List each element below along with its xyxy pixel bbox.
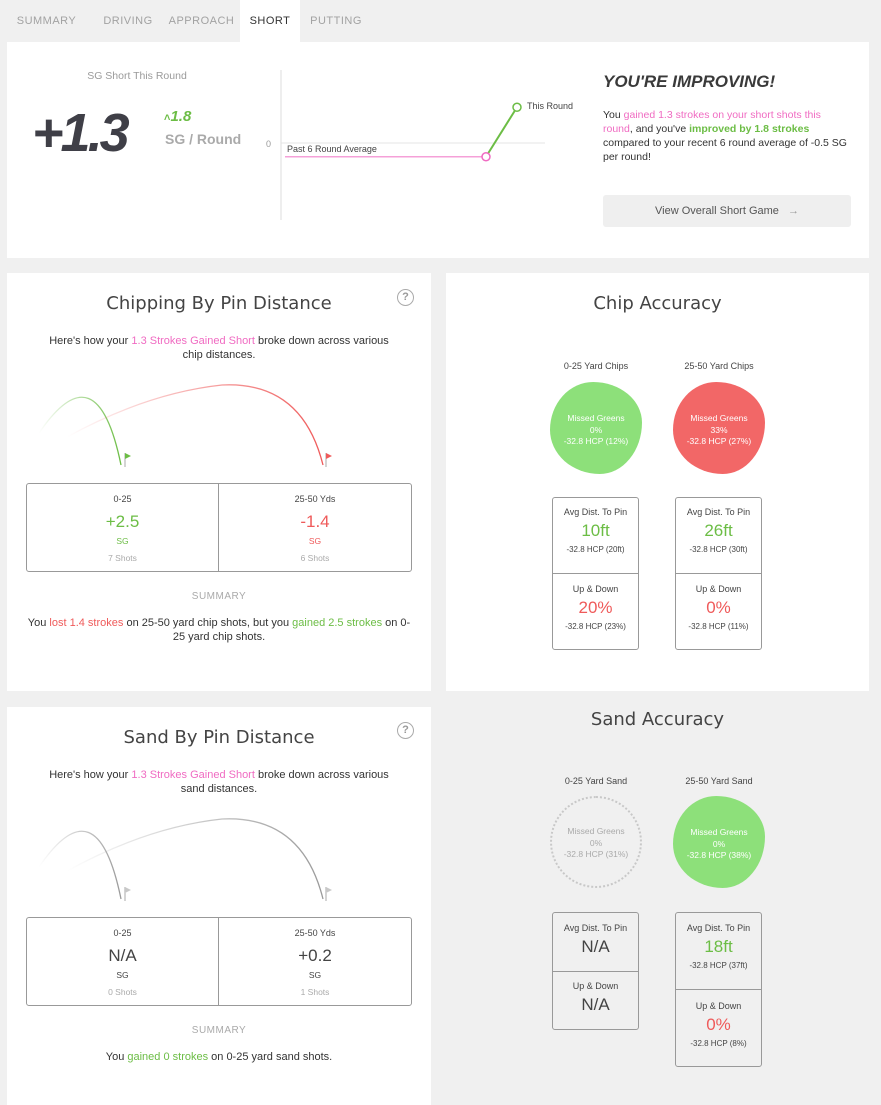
sand-avg-dist-25-50: Avg Dist. To Pin 18ft -32.8 HCP (37ft)	[686, 923, 751, 970]
tab-summary[interactable]: SUMMARY	[16, 15, 77, 27]
sand-help-icon[interactable]: ?	[397, 722, 414, 739]
trend-chart	[280, 70, 545, 220]
sand-sg-table: 0-25 N/A SG 0 Shots 25-50 Yds +0.2 SG 1 …	[26, 917, 412, 1006]
chipping-help-icon[interactable]: ?	[397, 289, 414, 306]
sand-up-down-25-50: Up & Down 0% -32.8 HCP (8%)	[690, 1001, 747, 1048]
sand-stats-divider-25-50	[676, 989, 761, 990]
flag-long-icon	[326, 453, 332, 459]
chip-arc-long	[66, 384, 324, 466]
view-overall-short-game-button[interactable]: View Overall Short Game →	[603, 195, 851, 227]
trend-average-point	[481, 152, 491, 162]
chipping-sg-table: 0-25 +2.5 SG 7 Shots 25-50 Yds -1.4 SG 6…	[26, 483, 412, 572]
sg-delta-value: 1.8	[170, 108, 192, 125]
sg-delta: ˄1.8	[164, 108, 191, 125]
sand-description: Here's how your 1.3 Strokes Gained Short…	[49, 769, 389, 795]
sand-avg-dist-0-25: Avg Dist. To Pin N/A	[563, 923, 628, 956]
sand-up-down-0-25: Up & Down N/A	[572, 981, 619, 1014]
sand-stats-0-25: Avg Dist. To Pin N/A Up & Down N/A	[552, 912, 639, 1030]
tab-putting[interactable]: PUTTING	[310, 15, 362, 27]
improving-headline: YOU'RE IMPROVING!	[603, 72, 776, 91]
delta-arrow-icon: ˄	[164, 112, 171, 124]
chip-avg-dist-0-25: Avg Dist. To Pin 10ft -32.8 HCP (20ft)	[563, 507, 628, 554]
chip-group-label-0-25: 0-25 Yard Chips	[563, 361, 629, 371]
sg-short-value: +1.3	[32, 103, 130, 163]
chipping-description: Here's how your 1.3 Strokes Gained Short…	[49, 335, 389, 361]
chip-accuracy-card: Chip Accuracy 0-25 Yard Chips 25-50 Yard…	[446, 273, 869, 691]
chipping-summary-heading: SUMMARY	[191, 591, 247, 602]
sand-group-label-0-25: 0-25 Yard Sand	[564, 776, 628, 786]
chipping-title: Chipping By Pin Distance	[106, 293, 332, 314]
trend-average-label: Past 6 Round Average	[287, 144, 377, 154]
sg-short-label: SG Short This Round	[87, 70, 187, 82]
trend-improve-segment	[485, 106, 518, 158]
sand-arc-long	[66, 818, 324, 900]
chip-stats-divider-0-25	[553, 573, 638, 574]
sand-col-0-25: 0-25 N/A SG 0 Shots	[27, 918, 219, 1005]
sand-col-25-50: 25-50 Yds +0.2 SG 1 Shots	[294, 928, 336, 997]
chip-accuracy-title: Chip Accuracy	[593, 293, 722, 314]
arrow-right-icon: →	[787, 205, 799, 217]
chip-avg-dist-25-50: Avg Dist. To Pin 26ft -32.8 HCP (30ft)	[686, 507, 751, 554]
trend-this-round-point	[512, 102, 522, 112]
hero-card: SG Short This Round +1.3 ˄1.8 SG / Round…	[7, 42, 869, 258]
tab-short[interactable]: SHORT	[240, 0, 300, 42]
chip-stats-0-25: Avg Dist. To Pin 10ft -32.8 HCP (20ft) U…	[552, 497, 639, 650]
chip-arc-short	[38, 396, 122, 466]
sand-arc-illustration	[38, 818, 332, 901]
flag-short-icon	[125, 453, 131, 459]
sand-flag-short-icon	[125, 887, 131, 893]
improving-message: You gained 1.3 strokes on your short sho…	[603, 109, 847, 163]
sand-accuracy-section: Sand Accuracy 0-25 Yard Sand 25-50 Yard …	[446, 707, 869, 1105]
chip-missed-greens-0-25: Missed Greens 0% -32.8 HCP (12%)	[550, 382, 642, 474]
sand-stats-divider-0-25	[553, 971, 638, 972]
chipping-col-0-25: 0-25 +2.5 SG 7 Shots	[27, 484, 219, 571]
tab-approach[interactable]: APPROACH	[168, 15, 235, 27]
sand-summary-heading: SUMMARY	[191, 1025, 247, 1036]
tab-driving[interactable]: DRIVING	[103, 15, 153, 27]
sand-group-label-25-50: 25-50 Yard Sand	[685, 776, 753, 786]
sand-accuracy-title: Sand Accuracy	[590, 709, 725, 730]
chip-stats-25-50: Avg Dist. To Pin 26ft -32.8 HCP (30ft) U…	[675, 497, 762, 650]
sand-arc-short	[38, 830, 122, 900]
sand-missed-greens-0-25: Missed Greens 0% -32.8 HCP (31%)	[550, 796, 642, 888]
chipping-arc-illustration	[38, 384, 332, 467]
chip-missed-greens-25-50: Missed Greens 33% -32.8 HCP (27%)	[673, 382, 765, 474]
trend-this-round-label: This Round	[527, 101, 574, 111]
tab-bar: SUMMARY DRIVING APPROACH SHORT PUTTING	[0, 0, 881, 42]
sand-title: Sand By Pin Distance	[123, 727, 315, 748]
chipping-summary-text: You lost 1.4 strokes on 25-50 yard chip …	[27, 617, 411, 643]
chip-stats-divider-25-50	[676, 573, 761, 574]
view-overall-label: View Overall Short Game	[655, 205, 779, 217]
sg-per-round: SG / Round	[165, 131, 242, 147]
chipping-card: Chipping By Pin Distance ? Here's how yo…	[7, 273, 431, 691]
trend-zero-label: 0	[266, 139, 272, 149]
chip-group-label-25-50: 25-50 Yard Chips	[684, 361, 754, 371]
sand-missed-greens-25-50: Missed Greens 0% -32.8 HCP (38%)	[673, 796, 765, 888]
sand-card: Sand By Pin Distance ? Here's how your 1…	[7, 707, 431, 1105]
sand-summary-text: You gained 0 strokes on 0-25 yard sand s…	[105, 1051, 333, 1063]
chipping-col-25-50: 25-50 Yds -1.4 SG 6 Shots	[294, 494, 336, 563]
chip-up-down-25-50: Up & Down 0% -32.8 HCP (11%)	[688, 584, 749, 631]
sand-stats-25-50: Avg Dist. To Pin 18ft -32.8 HCP (37ft) U…	[675, 912, 762, 1067]
chip-up-down-0-25: Up & Down 20% -32.8 HCP (23%)	[565, 584, 626, 631]
sand-flag-long-icon	[326, 887, 332, 893]
